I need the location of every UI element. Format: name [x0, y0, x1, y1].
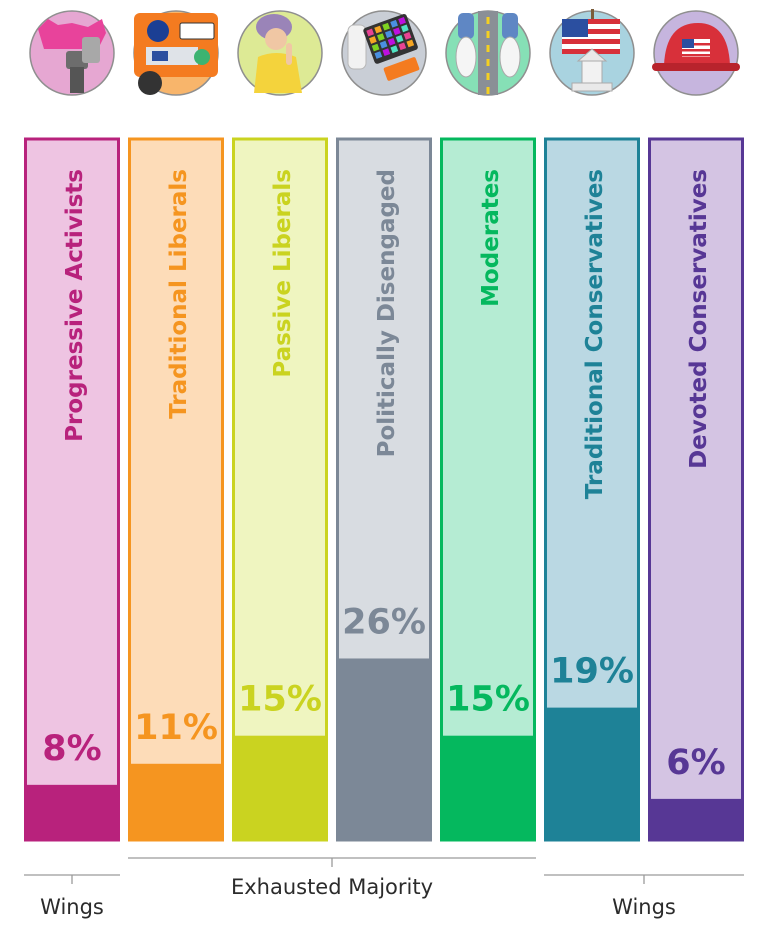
- group-brackets: Wings Exhausted Majority Wings: [24, 857, 744, 919]
- category-label: Politically Disengaged: [374, 169, 400, 457]
- category-label: Moderates: [478, 169, 504, 307]
- column-background: [128, 137, 224, 841]
- value-bar: [336, 658, 432, 842]
- value-label: 15%: [238, 680, 322, 720]
- value-label: 19%: [550, 652, 634, 692]
- value-label: 15%: [446, 680, 530, 720]
- segment-column: Traditional Conservatives 19%: [544, 137, 640, 842]
- segment-column: Traditional Liberals 11%: [128, 137, 224, 842]
- sneakers-on-road-icon: [445, 10, 531, 96]
- flag-church-icon: [549, 9, 635, 96]
- value-bar: [232, 735, 328, 842]
- red-cap-flag-icon: [652, 10, 740, 96]
- category-label: Devoted Conservatives: [686, 169, 712, 469]
- group-bracket: Wings: [24, 874, 120, 919]
- value-bar: [544, 707, 640, 842]
- column-background: [440, 137, 536, 841]
- category-label: Progressive Activists: [62, 169, 88, 442]
- column-background: [24, 137, 120, 841]
- value-bar: [128, 763, 224, 842]
- segment-column: Devoted Conservatives 6%: [648, 137, 744, 842]
- category-label: Traditional Conservatives: [582, 169, 608, 499]
- segment-column: Passive Liberals 15%: [232, 137, 328, 842]
- value-bar: [440, 735, 536, 842]
- value-bar: [648, 798, 744, 842]
- group-label: Wings: [612, 895, 676, 919]
- baby-bottle-tablet-icon: [341, 10, 427, 96]
- group-bracket: Exhausted Majority: [128, 857, 536, 899]
- segment-column: Politically Disengaged 26%: [336, 137, 432, 842]
- category-label: Traditional Liberals: [166, 169, 192, 419]
- value-label: 11%: [134, 708, 218, 748]
- segment-column: Progressive Activists 8%: [24, 137, 120, 842]
- group-label: Wings: [40, 895, 104, 919]
- column-background: [648, 137, 744, 841]
- car-bumper-stickers-icon: [133, 10, 219, 96]
- group-bracket: Wings: [544, 874, 744, 919]
- category-label: Passive Liberals: [270, 169, 296, 378]
- group-label: Exhausted Majority: [231, 875, 433, 899]
- pink-hat-fist-icon: [29, 10, 115, 96]
- segment-column: Moderates 15%: [440, 137, 536, 842]
- value-label: 8%: [42, 729, 101, 769]
- value-label: 6%: [666, 743, 725, 783]
- bar-area: Progressive Activists 8% Traditional Liber…: [24, 137, 744, 842]
- icon-row: [29, 9, 740, 96]
- value-label: 26%: [342, 602, 426, 642]
- value-bar: [24, 784, 120, 842]
- person-thinking-icon: [237, 10, 323, 96]
